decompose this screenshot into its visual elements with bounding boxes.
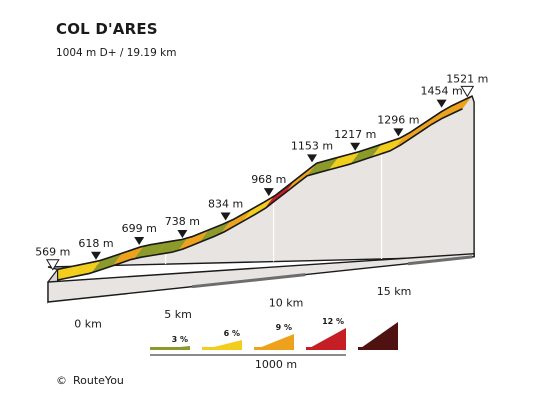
grade-segment: [177, 229, 209, 252]
grade-segment: [350, 144, 382, 165]
grade-segment: [372, 137, 404, 157]
elevation-marker: [220, 212, 231, 221]
elevation-label: 1217 m: [334, 128, 376, 141]
elevation-label: 1153 m: [291, 139, 333, 152]
elevation-marker: [134, 237, 145, 246]
elevation-label: 1521 m: [446, 72, 488, 85]
legend-label: 3 %: [172, 335, 188, 344]
legend-swatch-base: [358, 347, 398, 350]
legend-label: 6 %: [224, 329, 240, 338]
legend-swatch-base: [306, 347, 346, 350]
km-band: [191, 273, 306, 289]
grade-segment: [285, 163, 317, 193]
grade-segment: [436, 96, 473, 121]
legend-scale-label: 1000 m: [255, 358, 297, 371]
grade-segment: [328, 151, 360, 170]
credit-text: RouteYou: [73, 374, 124, 387]
copyright-icon: ©: [56, 374, 67, 387]
grade-segment: [415, 108, 447, 136]
ribbon-back-edge: [57, 95, 473, 271]
legend-label: 9 %: [276, 323, 292, 332]
grade-segment: [156, 238, 188, 255]
elevation-label: 834 m: [208, 197, 243, 210]
elevation-label: 1454 m: [420, 85, 462, 98]
grade-segment: [220, 208, 252, 234]
legend-swatch-base: [150, 347, 190, 350]
legend-swatch: [254, 334, 294, 350]
grade-segment: [134, 242, 166, 259]
x-tick-label: 5 km: [164, 308, 192, 321]
legend-swatch-base: [254, 347, 294, 350]
elevation-marker: [350, 142, 361, 151]
elevation-marker-open: [460, 85, 475, 98]
legend-swatch-base: [202, 347, 242, 350]
grade-segment: [112, 245, 144, 266]
elevation-label: 699 m: [122, 222, 157, 235]
x-tick-label: 10 km: [269, 297, 304, 310]
legend-label: 12 %: [322, 317, 344, 326]
grade-segment: [199, 221, 231, 243]
elevation-marker-open: [45, 259, 60, 271]
legend-swatch: [358, 322, 398, 350]
credit: © RouteYou: [56, 374, 124, 387]
elevation-marker: [307, 154, 317, 163]
grade-segment: [307, 157, 339, 176]
km-band: [407, 255, 473, 266]
elevation-marker: [91, 251, 101, 260]
grade-segment: [69, 260, 101, 278]
grade-segment: [264, 179, 296, 210]
x-tick-label: 15 km: [377, 285, 412, 298]
elevation-label: 968 m: [251, 173, 286, 186]
grade-segment: [393, 122, 425, 150]
elevation-marker: [263, 188, 274, 197]
x-tick-label: 0 km: [74, 318, 102, 331]
legend-swatch: [306, 328, 346, 350]
chart-subtitle: 1004 m D+ / 19.19 km: [56, 47, 177, 59]
chart-title: COL D'ARES: [56, 20, 158, 38]
elevation-label: 618 m: [78, 237, 113, 250]
elevation-marker: [436, 99, 447, 108]
elevation-label: 1296 m: [377, 113, 419, 126]
elevation-marker: [177, 229, 188, 238]
elevation-label: 738 m: [165, 215, 200, 228]
elevation-marker: [393, 128, 404, 137]
grade-segment: [91, 253, 123, 274]
grade-segment: [242, 196, 274, 222]
ribbon-front-edge: [47, 108, 463, 283]
elevation-label: 569 m: [35, 246, 70, 259]
